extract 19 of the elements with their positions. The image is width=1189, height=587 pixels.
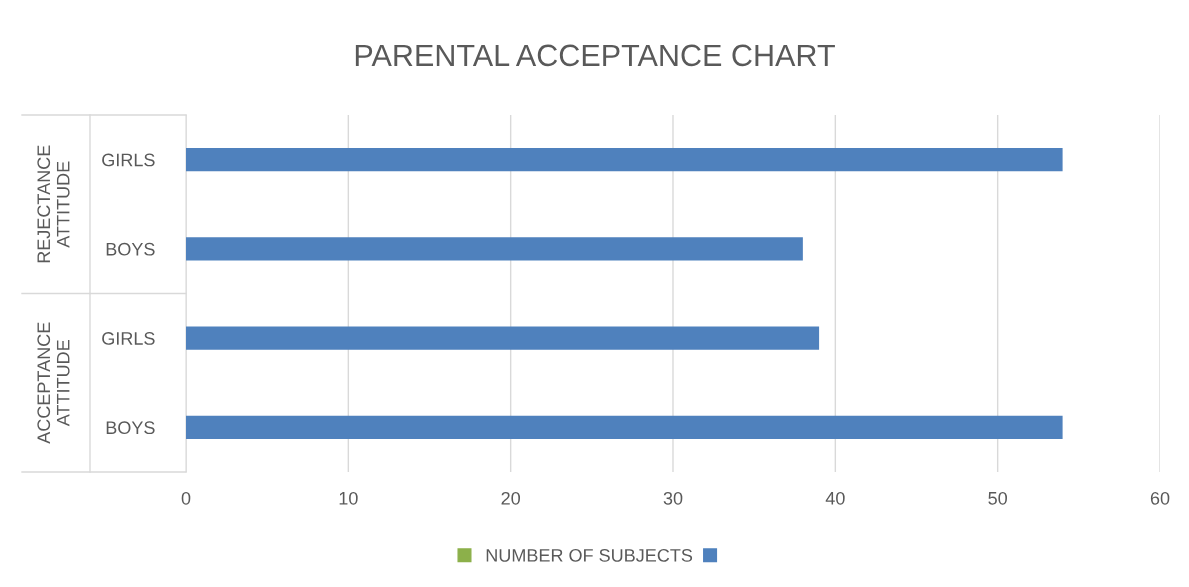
bar [186,148,1063,172]
text: ACCEPTANCE ATTITUDE [37,322,70,444]
bar [186,237,803,261]
chart-title: PARENTAL ACCEPTANCE CHART [355,44,835,67]
bar [186,326,820,350]
legend-label: NUMBER OF SUBJECTS [486,548,693,562]
bar [186,415,1063,439]
x-tick-label: 30 [663,491,683,505]
text: REJECTANCE ATTITUDE [37,145,70,263]
y-tick-label: BOYS [106,421,155,435]
x-tick-label: 0 [181,491,191,505]
x-tick-label: 40 [825,491,845,505]
x-tick-label: 20 [501,491,520,505]
y-tick-label: GIRLS [102,332,155,345]
x-tick-label: 60 [1150,491,1170,505]
y-tick-label: GIRLS [102,153,155,167]
x-tick-label: 50 [988,491,1007,505]
y-tick-label: BOYS [106,242,155,256]
x-tick-label: 10 [339,491,358,505]
